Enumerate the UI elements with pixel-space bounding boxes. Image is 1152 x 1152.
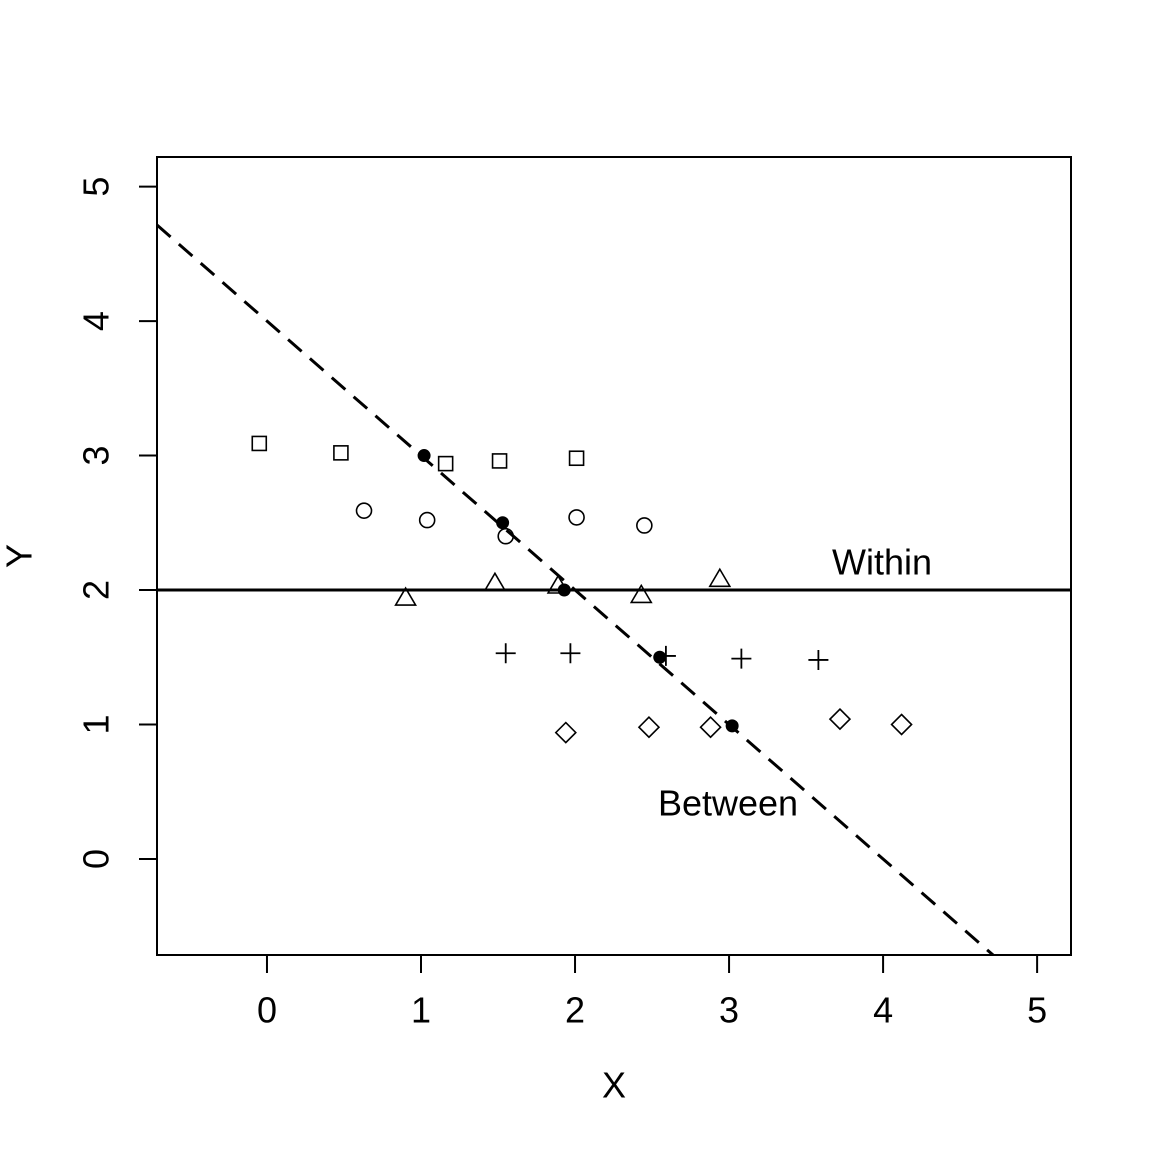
point <box>636 517 653 534</box>
point <box>708 567 732 588</box>
point <box>890 713 913 736</box>
point <box>496 516 510 530</box>
x-tick-label: 3 <box>719 990 739 1031</box>
point <box>568 450 585 467</box>
line-label: Between <box>658 783 798 824</box>
point <box>808 649 829 670</box>
point <box>333 445 349 461</box>
point <box>637 716 661 739</box>
point <box>557 583 571 597</box>
point <box>828 707 852 731</box>
x-axis-label: X <box>602 1065 626 1106</box>
point <box>483 571 507 592</box>
x-tick-label: 5 <box>1027 990 1047 1031</box>
point <box>629 583 653 604</box>
y-tick-label: 4 <box>76 311 117 331</box>
y-tick-label: 3 <box>76 446 117 466</box>
point <box>554 721 577 744</box>
point <box>437 455 454 472</box>
point <box>568 509 585 526</box>
point <box>497 527 515 545</box>
x-tick-label: 0 <box>257 990 277 1031</box>
point <box>251 435 268 452</box>
point <box>417 449 431 463</box>
plot-frame <box>156 156 1072 956</box>
reference-line <box>157 223 996 955</box>
point <box>495 643 516 664</box>
y-tick-label: 2 <box>76 580 117 600</box>
point <box>560 643 581 664</box>
y-tick-label: 0 <box>76 849 117 869</box>
x-tick-label: 4 <box>873 990 893 1031</box>
point <box>699 716 722 739</box>
point <box>418 511 436 529</box>
point <box>491 453 508 469</box>
x-tick-label: 2 <box>565 990 585 1031</box>
point <box>725 719 739 733</box>
y-tick-label: 1 <box>76 714 117 734</box>
point <box>653 650 667 664</box>
point <box>355 502 373 519</box>
y-tick-label: 5 <box>76 177 117 197</box>
plot-area <box>157 223 1071 955</box>
point <box>731 648 752 669</box>
line-label: Within <box>832 542 932 583</box>
y-axis-label: Y <box>0 544 40 568</box>
point <box>394 586 417 606</box>
x-tick-label: 1 <box>411 990 431 1031</box>
